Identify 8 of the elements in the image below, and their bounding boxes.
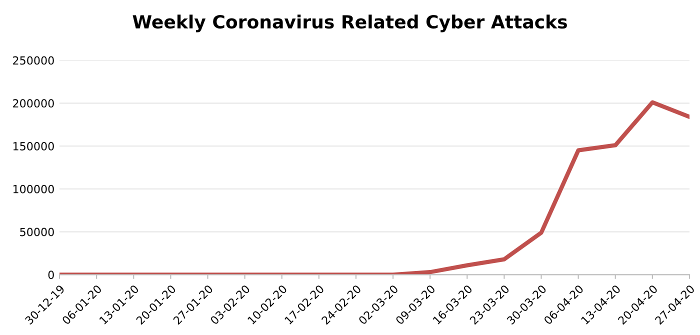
y-tick-label: 150000 <box>13 142 54 150</box>
chart-title: Weekly Coronavirus Related Cyber Attacks <box>132 14 567 32</box>
y-tick-label: 50000 <box>20 228 54 236</box>
y-tick-label: 0 <box>48 270 54 280</box>
y-tick-label: 100000 <box>13 184 54 194</box>
y-tick-label: 200000 <box>13 99 54 108</box>
line-series <box>60 100 690 275</box>
y-tick-label: 250000 <box>13 56 54 65</box>
